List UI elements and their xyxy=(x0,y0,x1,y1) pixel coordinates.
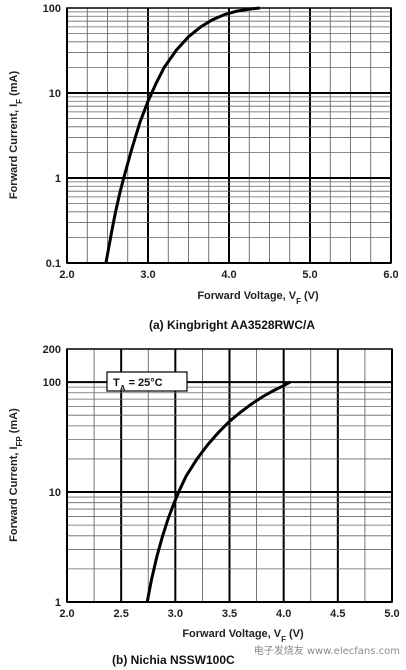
chart-a: 2.0 3.0 4.0 5.0 6.0 0.1 1 10 100 Forward Voltag… xyxy=(8,3,399,332)
b-x-tick-label: 2.5 xyxy=(114,608,129,620)
b-x-tick-label: 3.5 xyxy=(222,608,237,620)
a-x-tick-label: 6.0 xyxy=(383,269,398,281)
b-y-tick-label: 200 xyxy=(43,344,61,356)
a-x-tick-label: 2.0 xyxy=(59,269,74,281)
chart-a-grid xyxy=(66,8,392,264)
chart-b-x-axis-label: Forward Voltage, VF (V) xyxy=(182,628,304,644)
chart-b-series-line xyxy=(145,380,291,603)
chart-a-x-axis-label: Forward Voltage, VF (V) xyxy=(197,290,319,306)
b-x-tick-label: 4.5 xyxy=(330,608,345,620)
b-y-tick-label: 100 xyxy=(43,377,61,389)
b-x-tick-label: 4.0 xyxy=(276,608,291,620)
chart-a-y-ticks: 0.1 1 10 100 xyxy=(43,3,61,270)
chart-a-caption: (a) Kingbright AA3528RWC/A xyxy=(149,318,315,332)
chart-b-annotation: TA = 25°C xyxy=(106,371,188,393)
a-x-tick-label: 4.0 xyxy=(221,269,236,281)
b-x-tick-label: 5.0 xyxy=(384,608,399,620)
chart-a-y-axis-label: Forward Current, IF(mA) xyxy=(8,71,24,200)
chart-b-y-axis-label: Forward Current, IFP(mA) xyxy=(8,408,24,542)
a-y-tick-label: 10 xyxy=(49,88,61,100)
chart-b-x-ticks: 2.0 2.5 3.0 3.5 4.0 4.5 5.0 xyxy=(59,608,399,620)
chart-b-annotation-box xyxy=(106,371,188,392)
b-y-tick-label: 1 xyxy=(55,597,61,609)
a-y-tick-label: 0.1 xyxy=(46,258,61,270)
b-y-tick-label: 10 xyxy=(49,487,61,499)
b-x-tick-label: 3.0 xyxy=(168,608,183,620)
chart-a-plot-frame xyxy=(66,7,392,264)
b-x-tick-label: 2.0 xyxy=(59,608,74,620)
a-y-tick-label: 1 xyxy=(55,173,61,185)
chart-a-x-ticks: 2.0 3.0 4.0 5.0 6.0 xyxy=(59,269,398,281)
chart-b-plot-frame xyxy=(66,348,393,603)
a-x-tick-label: 5.0 xyxy=(302,269,317,281)
chart-a-series-line xyxy=(104,6,260,264)
a-x-tick-label: 3.0 xyxy=(140,269,155,281)
chart-b-y-ticks: 1 10 100 200 xyxy=(43,344,61,609)
a-y-tick-label: 100 xyxy=(43,3,61,15)
chart-b-caption: (b) Nichia NSSW100C xyxy=(112,653,235,667)
chart-b-annotation-text: TA = 25°C xyxy=(113,377,163,393)
chart-b: 2.0 2.5 3.0 3.5 4.0 4.5 5.0 1 10 100 200 TA = 25°… xyxy=(8,344,400,667)
watermark-text: 电子发烧友 www.elecfans.com xyxy=(254,644,400,657)
